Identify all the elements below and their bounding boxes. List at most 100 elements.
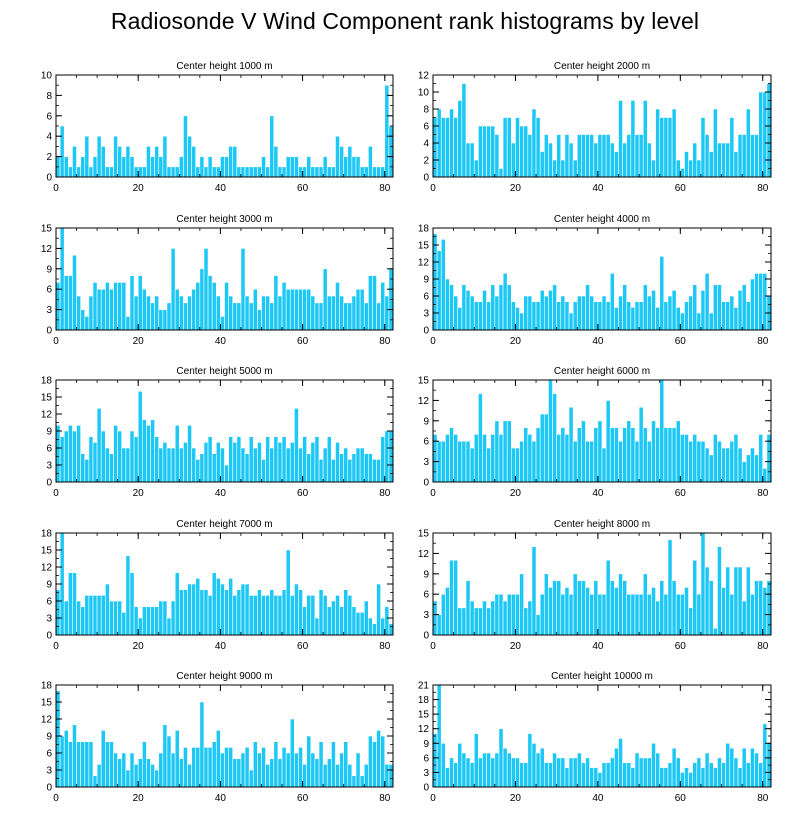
histogram-bar [248, 302, 254, 331]
histogram-bar [109, 453, 114, 483]
histogram-bar [84, 741, 90, 788]
histogram-bar [380, 282, 386, 331]
y-tick-label: 18 [41, 681, 53, 692]
histogram-bar [519, 125, 524, 178]
panel-title: Center height 2000 m [554, 61, 650, 72]
histogram-bar [187, 764, 192, 788]
histogram-bar [692, 434, 698, 483]
histogram-bar [449, 284, 454, 331]
histogram-bar [170, 447, 176, 483]
histogram-bar [663, 767, 669, 788]
histogram-bar [265, 595, 271, 636]
histogram-bar [232, 146, 238, 178]
y-tick-label: 0 [423, 631, 429, 642]
histogram-bar [445, 278, 450, 331]
y-tick-label: 6 [46, 111, 52, 122]
histogram-bar [605, 301, 611, 331]
histogram-bar [622, 142, 628, 178]
y-tick-label: 15 [41, 698, 53, 709]
histogram-bar [363, 302, 369, 331]
histogram-bar [523, 607, 529, 636]
x-tick-label: 20 [133, 793, 145, 804]
histogram-bar [170, 600, 176, 636]
histogram-bar [211, 741, 217, 788]
histogram-bar [729, 747, 735, 788]
histogram-bar [310, 166, 316, 178]
histogram-bar [331, 741, 336, 788]
histogram-bar [277, 166, 283, 178]
histogram-bar [486, 301, 492, 331]
histogram-bar [473, 159, 479, 178]
histogram-bar [527, 295, 533, 331]
histogram-bar [556, 134, 562, 178]
histogram-bar [642, 573, 648, 636]
histogram-bar [281, 589, 287, 636]
y-tick-label: 6 [423, 292, 429, 303]
histogram-bar [651, 159, 656, 178]
histogram-bar [351, 606, 357, 636]
histogram-bar [593, 580, 599, 636]
histogram-bar [692, 142, 698, 178]
histogram-bar [68, 275, 73, 331]
y-tick-label: 3 [46, 766, 52, 777]
histogram-bar [150, 764, 155, 788]
histogram-bar [215, 442, 221, 483]
histogram-bar [712, 627, 718, 636]
histogram-bar [187, 295, 192, 331]
histogram-bar [589, 295, 595, 331]
histogram-bar [363, 166, 369, 178]
histogram-bar [622, 580, 628, 636]
histogram-bar [581, 580, 586, 636]
histogram-bar [63, 430, 69, 483]
histogram-bar [733, 307, 739, 331]
histogram-bar [445, 767, 450, 788]
histogram-bar [700, 532, 706, 636]
histogram-bar [585, 134, 590, 178]
histogram-bar [469, 600, 475, 636]
histogram-bar [733, 757, 739, 788]
histogram-bar [215, 166, 221, 178]
histogram-bar [745, 108, 751, 178]
histogram-bar [560, 159, 566, 178]
histogram-bar [72, 572, 77, 636]
histogram-bar [269, 758, 275, 788]
histogram-bar [465, 142, 471, 178]
histogram-bar [318, 459, 324, 483]
y-tick-label: 9 [423, 416, 429, 427]
y-tick-label: 18 [41, 376, 53, 387]
histogram-bar [432, 600, 438, 636]
y-tick-label: 15 [418, 710, 430, 721]
histogram-bar [261, 459, 266, 483]
histogram-bar [236, 589, 242, 636]
panel-title: Center height 6000 m [554, 366, 650, 377]
histogram-bar [248, 595, 254, 636]
x-tick-label: 20 [510, 641, 522, 652]
histogram-bar [191, 146, 197, 178]
histogram-bar [486, 125, 492, 178]
histogram-bar [294, 288, 299, 331]
x-tick-label: 40 [592, 641, 604, 652]
histogram-bar [113, 135, 118, 178]
histogram-panel-5: Center height 5000 m 0 20 40 60 80 0 3 6 9 12 15 18 [41, 366, 394, 499]
histogram-bar [372, 275, 377, 331]
histogram-bar [142, 419, 147, 483]
y-tick-label: 12 [418, 396, 430, 407]
histogram-bar [117, 430, 123, 483]
histogram-bar [339, 752, 344, 788]
y-tick-label: 3 [46, 614, 52, 625]
panel-title: Center height 9000 m [176, 671, 272, 682]
y-tick-label: 9 [46, 580, 52, 591]
histogram-bar [203, 442, 209, 483]
histogram-bar [158, 600, 164, 636]
histogram-bar [76, 295, 81, 331]
histogram-bar [384, 295, 390, 331]
histogram-bar [368, 617, 373, 636]
histogram-bar [745, 454, 751, 483]
histogram-bar [380, 166, 386, 178]
histogram-bar [252, 595, 258, 636]
histogram-panel-7: Center height 7000 m 0 20 40 60 80 0 3 6 9 12 15 18 [41, 519, 394, 652]
histogram-bar [539, 151, 545, 178]
histogram-bar [717, 757, 722, 788]
histogram-bar [228, 578, 234, 636]
histogram-bar [552, 580, 557, 636]
